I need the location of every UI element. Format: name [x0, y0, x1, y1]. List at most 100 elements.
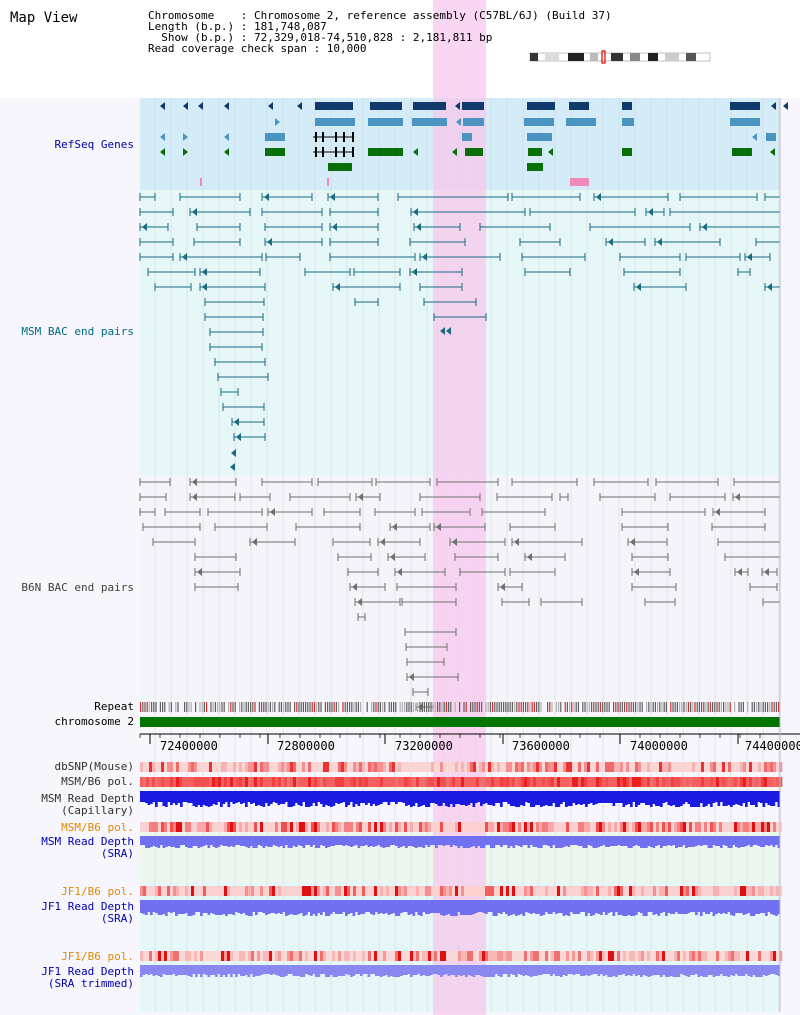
repeat-element — [164, 702, 166, 712]
msm-bac-label[interactable]: MSM BAC end pairs — [21, 325, 134, 338]
polymorphism-cell — [527, 777, 531, 787]
read-depth-bar — [275, 836, 278, 846]
read-depth-bar — [637, 965, 641, 975]
repeat-element — [525, 702, 527, 712]
read-depth-bar — [390, 900, 393, 914]
read-depth-bar — [567, 900, 571, 916]
snp-density-cell — [545, 762, 549, 772]
read-depth-bar — [262, 900, 266, 913]
read-depth-bar — [707, 900, 711, 914]
polymorphism-cell — [314, 951, 318, 961]
read-depth-bar — [400, 965, 403, 976]
snp-density-cell — [773, 762, 777, 772]
read-depth-bar — [315, 791, 318, 806]
dbsnp-label[interactable]: dbSNP(Mouse) — [54, 760, 134, 773]
polymorphism-cell — [491, 951, 495, 961]
repeat-element — [681, 702, 683, 712]
polymorphism-cell — [416, 822, 420, 832]
repeat-element — [536, 702, 538, 712]
repeat-element — [507, 702, 509, 712]
read-depth-bar — [327, 900, 331, 916]
read-depth-bar — [467, 900, 471, 915]
repeat-element — [619, 702, 621, 712]
polymorphism-cell — [728, 777, 732, 787]
read-depth-bar — [447, 965, 451, 976]
read-depth-bar — [557, 900, 561, 913]
jf1-pol2-label[interactable]: JF1/B6 pol. — [61, 950, 134, 963]
snp-density-cell — [179, 762, 183, 772]
polymorphism-cell — [200, 777, 204, 787]
repeat-element — [230, 702, 232, 712]
gene-strand-arrow — [160, 102, 165, 110]
read-depth-bar — [490, 900, 493, 912]
read-depth-bar — [310, 791, 313, 806]
read-depth-bar — [302, 791, 306, 802]
repeat-element — [459, 702, 461, 712]
read-depth-bar — [705, 791, 708, 806]
polymorphism-cell — [188, 886, 192, 896]
snp-density-cell — [371, 762, 375, 772]
read-depth-bar — [375, 836, 378, 846]
snp-density-cell — [566, 762, 570, 772]
jf1-depth-label[interactable]: JF1 Read Depth (SRA) — [4, 901, 134, 925]
read-depth-bar — [622, 900, 626, 916]
msm-pol-label[interactable]: MSM/B6 pol. — [61, 775, 134, 788]
refseq-genes-label[interactable]: RefSeq Genes — [54, 138, 134, 151]
polymorphism-cell — [203, 886, 207, 896]
read-depth-bar — [255, 900, 258, 915]
msm-depth-sra-label[interactable]: MSM Read Depth (SRA) — [4, 836, 134, 860]
read-depth-bar — [705, 900, 708, 914]
repeat-element — [214, 702, 216, 712]
polymorphism-cell — [320, 822, 324, 832]
polymorphism-cell — [185, 822, 189, 832]
polymorphism-cell — [200, 951, 204, 961]
read-depth-bar — [680, 965, 683, 974]
chromosome-line: Chromosome : Chromosome 2, reference ass… — [148, 9, 612, 22]
repeat-element — [591, 702, 593, 712]
read-depth-bar — [570, 836, 573, 845]
polymorphism-cell — [581, 951, 585, 961]
jf1-pol-label[interactable]: JF1/B6 pol. — [61, 885, 134, 898]
read-depth-bar — [270, 791, 273, 804]
bac-end-marker — [252, 538, 257, 546]
read-depth-bar — [172, 836, 176, 847]
read-depth-bar — [655, 965, 658, 975]
snp-density-cell — [359, 762, 363, 772]
read-depth-bar — [207, 791, 211, 807]
read-depth-bar — [347, 836, 351, 846]
bac-end-marker — [630, 538, 635, 546]
b6n-bac-label[interactable]: B6N BAC end pairs — [21, 581, 134, 594]
read-depth-bar — [142, 836, 146, 845]
read-depth-bar — [407, 836, 411, 846]
read-depth-bar — [750, 965, 753, 977]
polymorphism-cell — [626, 886, 630, 896]
read-depth-bar — [605, 965, 608, 975]
polymorphism-cell — [500, 822, 504, 832]
snp-density-cell — [524, 762, 528, 772]
polymorphism-cell — [449, 951, 453, 961]
read-depth-bar — [395, 965, 398, 977]
polymorphism-cell — [236, 777, 240, 787]
polymorphism-cell — [284, 777, 288, 787]
read-depth-bar — [447, 900, 451, 914]
polymorphism-cell — [410, 777, 414, 787]
polymorphism-cell — [497, 951, 501, 961]
gene-feature — [730, 102, 760, 110]
read-depth-bar — [737, 836, 741, 848]
read-depth-bar — [215, 791, 218, 805]
msm-pol2-label[interactable]: MSM/B6 pol. — [61, 821, 134, 834]
length-line: Length (b.p.) : 181,748,087 — [148, 20, 327, 33]
read-depth-bar — [287, 836, 291, 848]
msm-depth-capillary-label[interactable]: MSM Read Depth (Capillary) — [4, 793, 134, 817]
snp-density-cell — [284, 762, 288, 772]
read-depth-bar — [602, 965, 606, 976]
repeat-element — [597, 702, 599, 712]
polymorphism-cell — [542, 822, 546, 832]
read-depth-bar — [755, 965, 758, 977]
read-depth-bar — [402, 836, 406, 846]
polymorphism-cell — [287, 777, 291, 787]
jf1-trimmed-label[interactable]: JF1 Read Depth (SRA trimmed) — [4, 966, 134, 990]
polymorphism-cell — [467, 822, 471, 832]
polymorphism-cell — [413, 777, 417, 787]
